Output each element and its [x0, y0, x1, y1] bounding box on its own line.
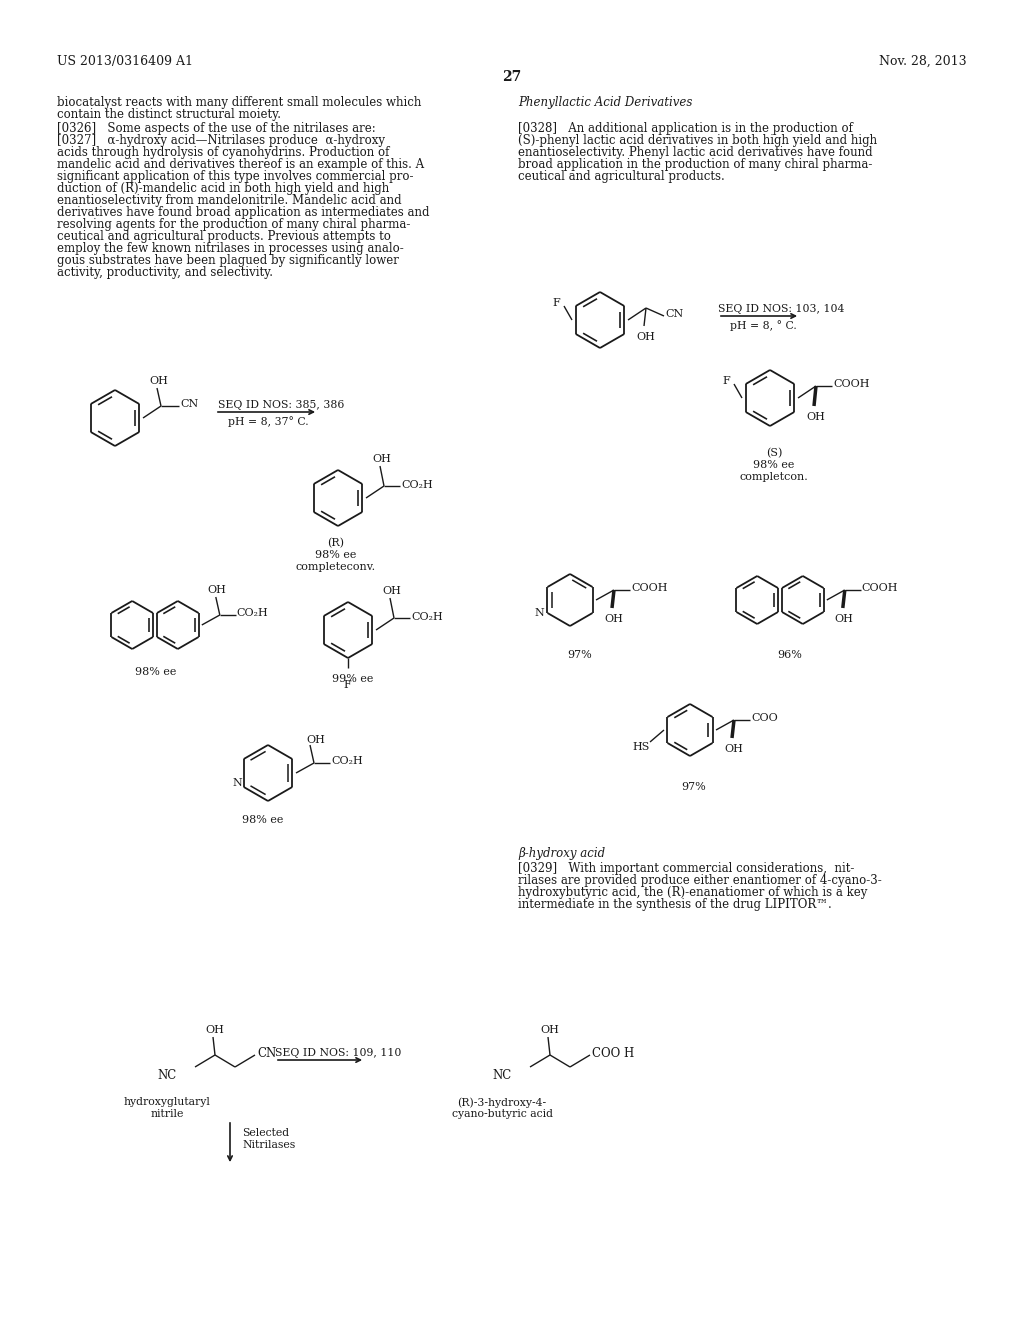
Text: completcon.: completcon.: [739, 473, 808, 482]
Text: (S): (S): [766, 447, 782, 458]
Text: OH: OH: [208, 585, 226, 595]
Text: CO₂H: CO₂H: [237, 609, 268, 618]
Text: completeconv.: completeconv.: [296, 562, 376, 572]
Text: hydroxyglutaryl: hydroxyglutaryl: [124, 1097, 211, 1107]
Text: OH: OH: [724, 744, 742, 754]
Text: contain the distinct structural moiety.: contain the distinct structural moiety.: [57, 108, 281, 121]
Text: CN: CN: [665, 309, 683, 319]
Text: 97%: 97%: [682, 781, 707, 792]
Text: COO: COO: [751, 713, 778, 723]
Text: enantioselectivity from mandelonitrile. Mandelic acid and: enantioselectivity from mandelonitrile. …: [57, 194, 401, 207]
Text: N: N: [534, 609, 544, 618]
Text: NC: NC: [157, 1069, 176, 1082]
Text: COOH: COOH: [833, 379, 869, 389]
Text: CN: CN: [180, 399, 199, 409]
Text: Phenyllactic Acid Derivatives: Phenyllactic Acid Derivatives: [518, 96, 692, 110]
Text: [0327]   α-hydroxy acid—Nitrilases produce  α-hydroxy: [0327] α-hydroxy acid—Nitrilases produce…: [57, 135, 385, 147]
Text: OH: OH: [150, 376, 168, 385]
Text: broad application in the production of many chiral pharma-: broad application in the production of m…: [518, 158, 872, 172]
Text: OH: OH: [372, 454, 391, 465]
Text: rilases are provided produce either enantiomer of 4-cyano-3-: rilases are provided produce either enan…: [518, 874, 882, 887]
Text: Nov. 28, 2013: Nov. 28, 2013: [880, 55, 967, 69]
Text: COOH: COOH: [862, 583, 898, 593]
Text: Selected: Selected: [242, 1129, 289, 1138]
Text: Nitrilases: Nitrilases: [242, 1140, 295, 1150]
Text: resolving agents for the production of many chiral pharma-: resolving agents for the production of m…: [57, 218, 411, 231]
Text: gous substrates have been plagued by significantly lower: gous substrates have been plagued by sig…: [57, 253, 399, 267]
Text: OH: OH: [636, 333, 655, 342]
Text: CN: CN: [257, 1047, 276, 1060]
Text: (R)-3-hydroxy-4-: (R)-3-hydroxy-4-: [458, 1097, 547, 1107]
Text: OH: OH: [835, 614, 854, 624]
Text: CO₂H: CO₂H: [411, 612, 442, 622]
Text: intermediate in the synthesis of the drug LIPITOR™.: intermediate in the synthesis of the dru…: [518, 898, 831, 911]
Text: 96%: 96%: [777, 649, 803, 660]
Text: 98% ee: 98% ee: [243, 814, 284, 825]
Text: 98% ee: 98% ee: [315, 550, 356, 560]
Text: CO₂H: CO₂H: [331, 756, 362, 766]
Text: OH: OH: [382, 586, 400, 597]
Text: β-hydroxy acid: β-hydroxy acid: [518, 847, 605, 861]
Text: 99% ee: 99% ee: [333, 675, 374, 684]
Text: enantioselectivity. Phenyl lactic acid derivatives have found: enantioselectivity. Phenyl lactic acid d…: [518, 147, 872, 158]
Text: significant application of this type involves commercial pro-: significant application of this type inv…: [57, 170, 414, 183]
Text: F: F: [343, 680, 351, 690]
Text: activity, productivity, and selectivity.: activity, productivity, and selectivity.: [57, 267, 273, 279]
Text: [0328]   An additional application is in the production of: [0328] An additional application is in t…: [518, 121, 853, 135]
Text: nitrile: nitrile: [151, 1109, 183, 1119]
Text: HS: HS: [632, 742, 649, 752]
Text: SEQ ID NOS: 385, 386: SEQ ID NOS: 385, 386: [218, 400, 344, 411]
Text: US 2013/0316409 A1: US 2013/0316409 A1: [57, 55, 193, 69]
Text: employ the few known nitrilases in processes using analo-: employ the few known nitrilases in proce…: [57, 242, 403, 255]
Text: [0329]   With important commercial considerations,  nit-: [0329] With important commercial conside…: [518, 862, 854, 875]
Text: OH: OH: [806, 412, 825, 422]
Text: ceutical and agricultural products.: ceutical and agricultural products.: [518, 170, 725, 183]
Text: (S)-phenyl lactic acid derivatives in both high yield and high: (S)-phenyl lactic acid derivatives in bo…: [518, 135, 878, 147]
Text: OH: OH: [540, 1026, 559, 1035]
Text: OH: OH: [604, 614, 623, 624]
Text: OH: OH: [306, 735, 325, 744]
Text: pH = 8, ° C.: pH = 8, ° C.: [730, 319, 797, 331]
Text: SEQ ID NOS: 109, 110: SEQ ID NOS: 109, 110: [275, 1048, 401, 1059]
Text: ceutical and agricultural products. Previous attempts to: ceutical and agricultural products. Prev…: [57, 230, 391, 243]
Text: 98% ee: 98% ee: [135, 667, 176, 677]
Text: duction of (R)-mandelic acid in both high yield and high: duction of (R)-mandelic acid in both hig…: [57, 182, 389, 195]
Text: [0326]   Some aspects of the use of the nitrilases are:: [0326] Some aspects of the use of the ni…: [57, 121, 376, 135]
Text: 27: 27: [503, 70, 521, 84]
Text: OH: OH: [205, 1026, 224, 1035]
Text: F: F: [552, 298, 560, 308]
Text: N: N: [232, 777, 242, 788]
Text: biocatalyst reacts with many different small molecules which: biocatalyst reacts with many different s…: [57, 96, 421, 110]
Text: 98% ee: 98% ee: [754, 459, 795, 470]
Text: COOH: COOH: [631, 583, 668, 593]
Text: (R): (R): [328, 539, 344, 548]
Text: CO₂H: CO₂H: [401, 480, 433, 490]
Text: SEQ ID NOS: 103, 104: SEQ ID NOS: 103, 104: [718, 304, 845, 314]
Text: COO H: COO H: [592, 1047, 634, 1060]
Text: acids through hydrolysis of cyanohydrins. Production of: acids through hydrolysis of cyanohydrins…: [57, 147, 389, 158]
Text: NC: NC: [492, 1069, 511, 1082]
Text: F: F: [722, 376, 730, 385]
Text: 97%: 97%: [567, 649, 592, 660]
Text: mandelic acid and derivatives thereof is an example of this. A: mandelic acid and derivatives thereof is…: [57, 158, 424, 172]
Text: cyano-butyric acid: cyano-butyric acid: [452, 1109, 553, 1119]
Text: derivatives have found broad application as intermediates and: derivatives have found broad application…: [57, 206, 429, 219]
Text: pH = 8, 37° C.: pH = 8, 37° C.: [228, 416, 308, 426]
Text: hydroxybutyric acid, the (R)-enanatiomer of which is a key: hydroxybutyric acid, the (R)-enanatiomer…: [518, 886, 867, 899]
